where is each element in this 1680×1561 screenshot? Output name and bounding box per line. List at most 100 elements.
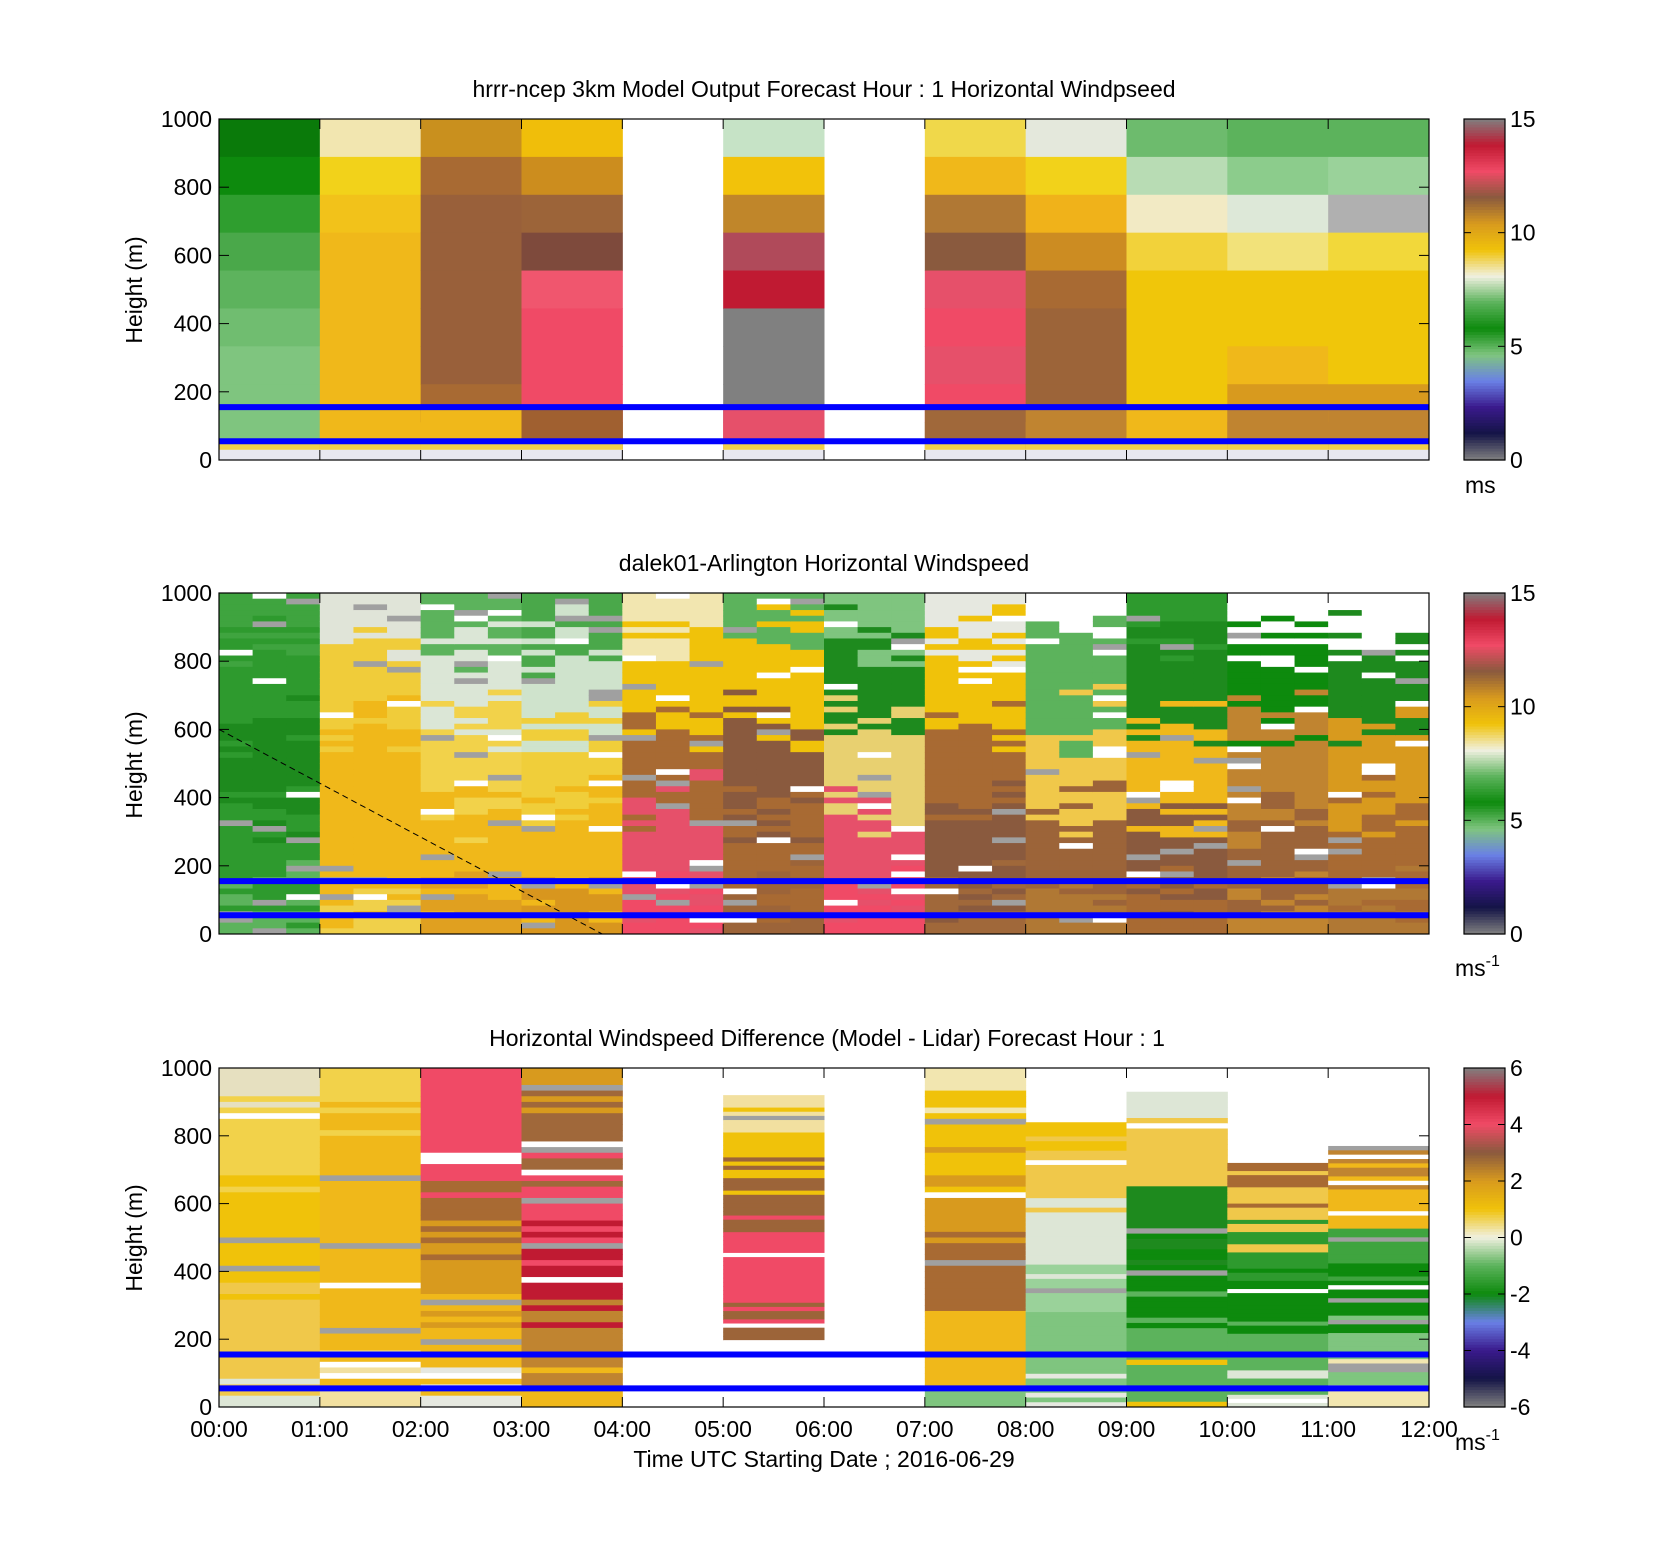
heatmap-cell: [824, 621, 859, 628]
heatmap-cell: [219, 610, 254, 617]
heatmap-cell: [319, 780, 354, 787]
heatmap-cell: [420, 666, 455, 674]
heatmap-cell: [319, 1254, 422, 1261]
heatmap-cell: [286, 718, 321, 725]
heatmap-cell: [924, 1260, 1027, 1267]
heatmap-cell: [1059, 814, 1094, 821]
heatmap-cell: [1160, 706, 1195, 713]
colorbar-segment: [1464, 204, 1505, 208]
heatmap-cell: [219, 156, 321, 196]
heatmap-cell: [857, 678, 892, 685]
heatmap-cell: [1294, 803, 1329, 810]
heatmap-cell: [555, 899, 590, 907]
heatmap-cell: [454, 757, 489, 764]
heatmap-cell: [924, 1226, 1027, 1233]
heatmap-cell: [857, 683, 892, 691]
heatmap-cell: [219, 865, 254, 872]
heatmap-cell: [319, 916, 354, 924]
heatmap-cell: [319, 848, 354, 855]
heatmap-cell: [420, 729, 455, 736]
heatmap-cell: [219, 661, 254, 668]
heatmap-cell: [622, 820, 657, 827]
heatmap-cell: [1328, 1293, 1429, 1299]
heatmap-cell: [924, 683, 959, 691]
colorbar-segment: [1464, 1257, 1505, 1261]
heatmap-cell: [1160, 894, 1195, 901]
x-tick-label: 09:00: [1098, 1416, 1156, 1442]
heatmap-cell: [487, 683, 522, 691]
heatmap-cell: [1328, 780, 1363, 787]
heatmap-cell: [353, 860, 388, 867]
heatmap-cell: [420, 1310, 522, 1318]
colorbar-segment: [1464, 445, 1505, 450]
heatmap-cell: [924, 746, 959, 753]
heatmap-cell: [420, 803, 455, 810]
heatmap-cell: [1059, 826, 1094, 833]
heatmap-cell: [689, 820, 724, 827]
heatmap-cell: [420, 1271, 522, 1278]
heatmap-cell: [1260, 814, 1296, 821]
heatmap-cell: [992, 826, 1027, 833]
heatmap-cell: [454, 638, 489, 645]
heatmap-cell: [1193, 683, 1228, 691]
heatmap-cell: [689, 865, 724, 872]
heatmap-cell: [420, 638, 455, 645]
heatmap-cell: [992, 831, 1027, 838]
colorbar-segment: [1464, 246, 1505, 251]
colorbar-segment: [1464, 315, 1505, 319]
heatmap-cell: [1294, 808, 1329, 816]
heatmap-cell: [689, 894, 724, 901]
heatmap-cell: [286, 689, 321, 696]
heatmap-cell: [622, 672, 657, 679]
heatmap-cell: [319, 871, 354, 878]
heatmap-cell: [1059, 803, 1094, 810]
heatmap-cell: [1227, 905, 1262, 912]
heatmap-cell: [1328, 1337, 1429, 1343]
heatmap-cell: [723, 1248, 825, 1254]
heatmap-cell: [1059, 780, 1094, 787]
heatmap-cell: [756, 661, 791, 668]
heatmap-cell: [958, 763, 993, 770]
heatmap-cell: [622, 735, 657, 742]
heatmap-cell: [790, 757, 825, 764]
heatmap-cell: [1126, 797, 1161, 804]
heatmap-cell: [353, 621, 388, 628]
heatmap-cell: [420, 1175, 522, 1182]
heatmap-cell: [1092, 791, 1127, 799]
heatmap-cell: [924, 1282, 1027, 1289]
heatmap-cell: [655, 678, 691, 685]
heatmap-cell: [756, 735, 791, 742]
heatmap-cell: [1361, 922, 1396, 929]
heatmap-cell: [857, 689, 892, 696]
heatmap-cell: [689, 854, 724, 861]
heatmap-cell: [252, 826, 287, 833]
heatmap-cell: [219, 1192, 321, 1199]
heatmap-cell: [555, 644, 590, 651]
heatmap-cell: [1361, 735, 1396, 742]
heatmap-cell: [655, 712, 691, 719]
heatmap-cell: [723, 1228, 825, 1233]
heatmap-cell: [353, 706, 388, 713]
heatmap-cell: [588, 655, 623, 662]
heatmap-cell: [857, 649, 892, 657]
heatmap-cell: [655, 700, 691, 708]
heatmap-cell: [319, 1192, 422, 1199]
colorbar-segment: [1464, 181, 1505, 185]
heatmap-cell: [387, 808, 422, 816]
heatmap-cell: [286, 899, 321, 907]
heatmap-cell: [891, 769, 926, 776]
heatmap-cell: [689, 729, 724, 736]
heatmap-cell: [1193, 700, 1228, 708]
heatmap-cell: [824, 723, 859, 730]
heatmap-cell: [1294, 826, 1329, 833]
heatmap-cell: [958, 899, 993, 907]
heatmap-cell: [487, 774, 522, 782]
y-tick-label: 600: [174, 242, 212, 268]
heatmap-cell: [487, 746, 522, 753]
heatmap-cell: [723, 1165, 825, 1171]
heatmap-cell: [1328, 1224, 1429, 1230]
heatmap-cell: [723, 644, 758, 651]
heatmap-cell: [891, 610, 926, 617]
colorbar-segment: [1464, 1118, 1505, 1123]
heatmap-cell: [1126, 1291, 1228, 1298]
